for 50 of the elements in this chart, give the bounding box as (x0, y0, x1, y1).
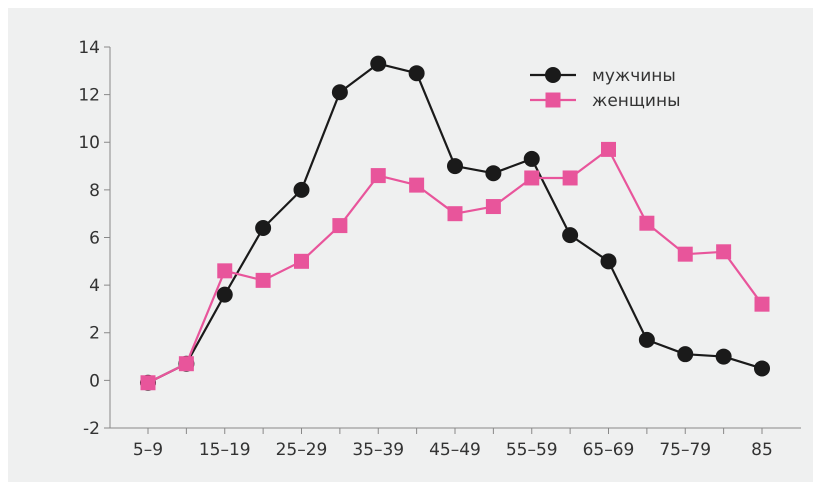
point (601, 142, 616, 157)
point (256, 272, 271, 288)
point (678, 246, 693, 262)
x-tick-label: 85 (751, 440, 773, 460)
point (370, 168, 386, 184)
x-tick-label: 55–59 (506, 440, 558, 460)
point (409, 178, 424, 193)
point (294, 254, 309, 269)
point (217, 263, 232, 278)
y-tick-label: 0 (89, 371, 100, 392)
point (562, 227, 578, 244)
point (294, 182, 310, 198)
y-tick-label: 8 (89, 180, 100, 201)
y-tick-label: 10 (78, 133, 100, 154)
x-tick-label: 65–69 (582, 440, 634, 460)
point (485, 165, 502, 182)
point (332, 218, 348, 234)
point (639, 216, 654, 231)
point (562, 170, 578, 186)
y-tick-label: 6 (89, 228, 100, 248)
x-tick-label: 45–49 (429, 440, 481, 460)
x-tick-label: 25–29 (276, 440, 328, 460)
point (408, 65, 425, 82)
legend-label: женщины (592, 90, 680, 111)
point (447, 158, 463, 174)
point (754, 360, 770, 376)
y-tick-label: 14 (78, 38, 100, 58)
point (716, 348, 732, 365)
point (677, 346, 694, 362)
y-tick-label: 2 (89, 324, 100, 344)
point (754, 296, 770, 312)
point (448, 206, 462, 222)
x-tick-label: 15–19 (198, 440, 251, 460)
legend-label: мужчины (592, 66, 676, 86)
x-tick-label: 5–9 (132, 440, 164, 460)
point (332, 84, 348, 100)
y-tick-label: 12 (78, 86, 100, 106)
point (216, 286, 233, 303)
y-tick-label: -2 (83, 418, 100, 439)
point (255, 220, 272, 236)
point (638, 332, 655, 348)
point (716, 244, 732, 260)
y-tick-label: 4 (89, 276, 100, 296)
point (370, 56, 386, 72)
x-tick-label: 75–79 (659, 440, 712, 460)
x-tick-label: 35–39 (352, 440, 404, 460)
point (524, 150, 540, 167)
point (600, 253, 616, 270)
point (486, 199, 501, 214)
point (524, 170, 540, 186)
